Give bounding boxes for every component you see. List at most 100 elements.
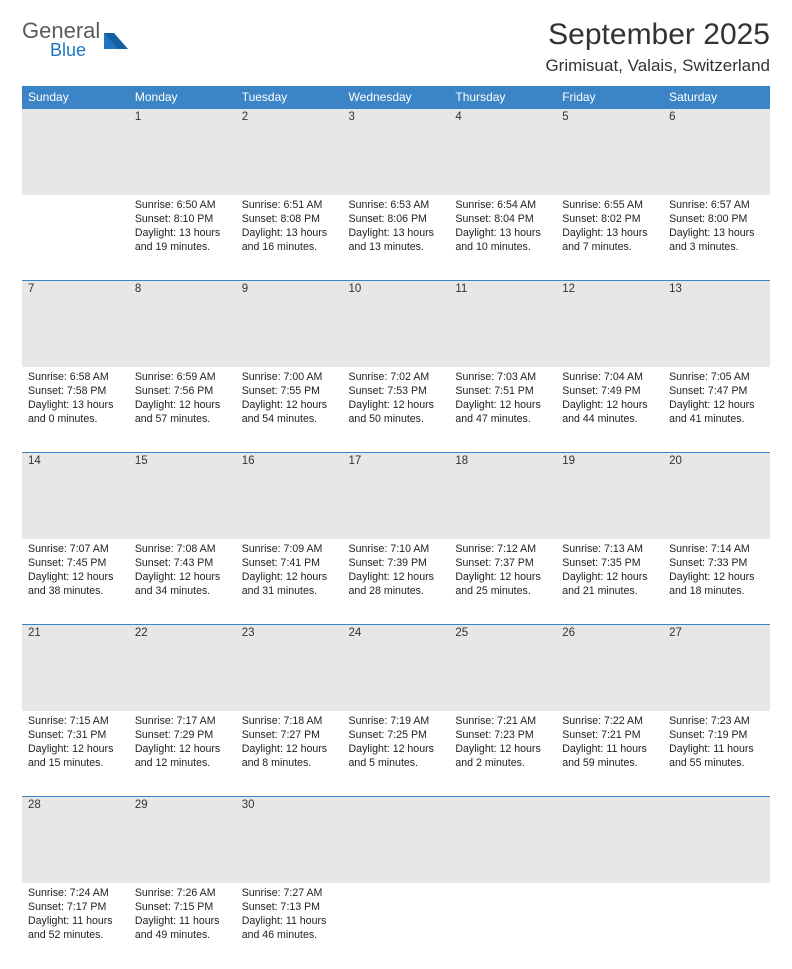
day-number-cell: 26: [556, 625, 663, 711]
day-number-cell: 21: [22, 625, 129, 711]
day-body-cell: Sunrise: 7:17 AMSunset: 7:29 PMDaylight:…: [129, 711, 236, 797]
day-number: 2: [236, 109, 343, 125]
day-body-cell: Sunrise: 7:27 AMSunset: 7:13 PMDaylight:…: [236, 883, 343, 969]
day-number: 26: [556, 625, 663, 641]
day-body-cell: Sunrise: 7:26 AMSunset: 7:15 PMDaylight:…: [129, 883, 236, 969]
day-number: 16: [236, 453, 343, 469]
day-number-cell: 28: [22, 797, 129, 883]
day-number: 1: [129, 109, 236, 125]
day-body-cell: Sunrise: 6:55 AMSunset: 8:02 PMDaylight:…: [556, 195, 663, 281]
day-body-cell: Sunrise: 7:21 AMSunset: 7:23 PMDaylight:…: [449, 711, 556, 797]
calendar-table: Sunday Monday Tuesday Wednesday Thursday…: [22, 86, 770, 969]
day-details: Sunrise: 7:26 AMSunset: 7:15 PMDaylight:…: [129, 883, 236, 947]
day-number-cell: 24: [343, 625, 450, 711]
daynum-row: 78910111213: [22, 281, 770, 367]
daynum-row: 14151617181920: [22, 453, 770, 539]
day-details: Sunrise: 7:00 AMSunset: 7:55 PMDaylight:…: [236, 367, 343, 431]
day-number: 14: [22, 453, 129, 469]
weekday-header: Tuesday: [236, 86, 343, 109]
day-details: Sunrise: 7:07 AMSunset: 7:45 PMDaylight:…: [22, 539, 129, 603]
day-body-cell: [663, 883, 770, 969]
day-number: 23: [236, 625, 343, 641]
day-number-cell: 9: [236, 281, 343, 367]
day-body-cell: Sunrise: 6:51 AMSunset: 8:08 PMDaylight:…: [236, 195, 343, 281]
daynum-row: 282930: [22, 797, 770, 883]
day-body-cell: Sunrise: 6:54 AMSunset: 8:04 PMDaylight:…: [449, 195, 556, 281]
day-number-cell: 5: [556, 109, 663, 195]
day-body-cell: Sunrise: 7:24 AMSunset: 7:17 PMDaylight:…: [22, 883, 129, 969]
day-number-cell: 25: [449, 625, 556, 711]
week-row: Sunrise: 6:58 AMSunset: 7:58 PMDaylight:…: [22, 367, 770, 453]
day-number-cell: 3: [343, 109, 450, 195]
day-number: 6: [663, 109, 770, 125]
day-number: 10: [343, 281, 450, 297]
day-details: Sunrise: 7:05 AMSunset: 7:47 PMDaylight:…: [663, 367, 770, 431]
day-number-cell: 20: [663, 453, 770, 539]
day-details: Sunrise: 7:03 AMSunset: 7:51 PMDaylight:…: [449, 367, 556, 431]
day-number: 15: [129, 453, 236, 469]
day-number-cell: [663, 797, 770, 883]
day-details: Sunrise: 7:12 AMSunset: 7:37 PMDaylight:…: [449, 539, 556, 603]
day-number-cell: 15: [129, 453, 236, 539]
day-number: 3: [343, 109, 450, 125]
day-details: Sunrise: 6:53 AMSunset: 8:06 PMDaylight:…: [343, 195, 450, 259]
day-number: 12: [556, 281, 663, 297]
day-details: Sunrise: 7:13 AMSunset: 7:35 PMDaylight:…: [556, 539, 663, 603]
day-number-cell: 17: [343, 453, 450, 539]
day-number: 29: [129, 797, 236, 813]
day-details: Sunrise: 6:51 AMSunset: 8:08 PMDaylight:…: [236, 195, 343, 259]
day-number-cell: 1: [129, 109, 236, 195]
day-number-cell: 6: [663, 109, 770, 195]
day-body-cell: Sunrise: 7:03 AMSunset: 7:51 PMDaylight:…: [449, 367, 556, 453]
day-number-cell: 22: [129, 625, 236, 711]
weekday-header: Thursday: [449, 86, 556, 109]
weekday-header: Wednesday: [343, 86, 450, 109]
day-number-cell: 27: [663, 625, 770, 711]
week-row: Sunrise: 7:15 AMSunset: 7:31 PMDaylight:…: [22, 711, 770, 797]
day-number-cell: 23: [236, 625, 343, 711]
day-number: 27: [663, 625, 770, 641]
day-details: Sunrise: 7:24 AMSunset: 7:17 PMDaylight:…: [22, 883, 129, 947]
header: General Blue September 2025 Grimisuat, V…: [22, 18, 770, 76]
day-number-cell: 18: [449, 453, 556, 539]
logo: General Blue: [22, 18, 132, 61]
day-body-cell: [22, 195, 129, 281]
day-number-cell: [22, 109, 129, 195]
day-body-cell: Sunrise: 7:05 AMSunset: 7:47 PMDaylight:…: [663, 367, 770, 453]
weekday-header: Friday: [556, 86, 663, 109]
day-body-cell: Sunrise: 7:00 AMSunset: 7:55 PMDaylight:…: [236, 367, 343, 453]
day-number-cell: 8: [129, 281, 236, 367]
day-body-cell: [449, 883, 556, 969]
day-number: 24: [343, 625, 450, 641]
weekday-header-row: Sunday Monday Tuesday Wednesday Thursday…: [22, 86, 770, 109]
day-number-cell: [449, 797, 556, 883]
day-details: Sunrise: 6:50 AMSunset: 8:10 PMDaylight:…: [129, 195, 236, 259]
day-details: Sunrise: 7:10 AMSunset: 7:39 PMDaylight:…: [343, 539, 450, 603]
day-details: Sunrise: 6:59 AMSunset: 7:56 PMDaylight:…: [129, 367, 236, 431]
day-number-cell: 12: [556, 281, 663, 367]
day-number-cell: 7: [22, 281, 129, 367]
day-number: 13: [663, 281, 770, 297]
title-block: September 2025 Grimisuat, Valais, Switze…: [545, 18, 770, 76]
day-details: Sunrise: 7:15 AMSunset: 7:31 PMDaylight:…: [22, 711, 129, 775]
day-number: 18: [449, 453, 556, 469]
day-details: Sunrise: 7:02 AMSunset: 7:53 PMDaylight:…: [343, 367, 450, 431]
day-body-cell: Sunrise: 7:19 AMSunset: 7:25 PMDaylight:…: [343, 711, 450, 797]
day-number-cell: 19: [556, 453, 663, 539]
day-number: 25: [449, 625, 556, 641]
day-number: 21: [22, 625, 129, 641]
daynum-row: 21222324252627: [22, 625, 770, 711]
day-number-cell: 30: [236, 797, 343, 883]
week-row: Sunrise: 6:50 AMSunset: 8:10 PMDaylight:…: [22, 195, 770, 281]
day-details: Sunrise: 7:19 AMSunset: 7:25 PMDaylight:…: [343, 711, 450, 775]
day-number-cell: [556, 797, 663, 883]
day-number-cell: 10: [343, 281, 450, 367]
day-body-cell: Sunrise: 6:59 AMSunset: 7:56 PMDaylight:…: [129, 367, 236, 453]
day-body-cell: Sunrise: 7:18 AMSunset: 7:27 PMDaylight:…: [236, 711, 343, 797]
weekday-header: Saturday: [663, 86, 770, 109]
day-details: Sunrise: 7:17 AMSunset: 7:29 PMDaylight:…: [129, 711, 236, 775]
day-body-cell: Sunrise: 7:22 AMSunset: 7:21 PMDaylight:…: [556, 711, 663, 797]
day-number-cell: 11: [449, 281, 556, 367]
day-body-cell: Sunrise: 6:53 AMSunset: 8:06 PMDaylight:…: [343, 195, 450, 281]
day-details: Sunrise: 6:54 AMSunset: 8:04 PMDaylight:…: [449, 195, 556, 259]
